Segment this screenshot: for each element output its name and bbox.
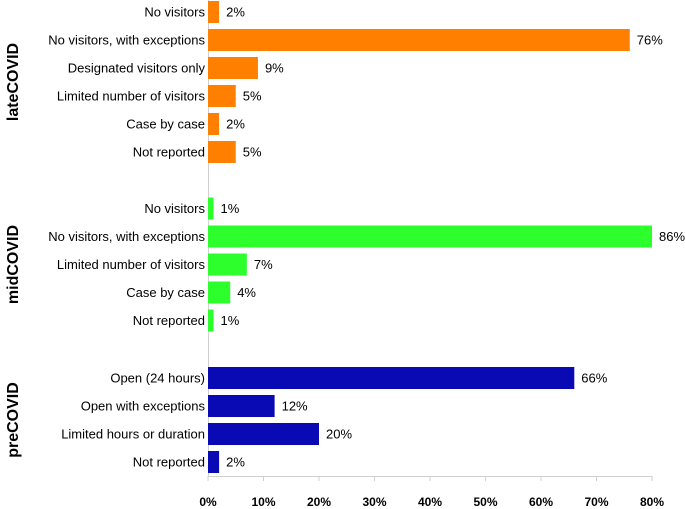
bar [208, 141, 236, 163]
x-tick-label: 70% [584, 495, 608, 509]
bar [208, 57, 258, 79]
value-label: 1% [221, 313, 240, 328]
category-label: Not reported [133, 144, 205, 159]
value-label: 2% [226, 4, 245, 19]
category-label: Case by case [126, 116, 205, 131]
value-label: 20% [326, 426, 352, 441]
category-label: Open (24 hours) [110, 370, 205, 385]
bar [208, 281, 231, 304]
category-label: Designated visitors only [68, 60, 206, 75]
value-label: 9% [265, 60, 284, 75]
category-label: Limited number of visitors [57, 88, 206, 103]
x-tick-label: 50% [473, 495, 497, 509]
x-tick-label: 0% [199, 495, 217, 509]
bar [208, 451, 220, 473]
bar [208, 367, 575, 389]
bar [208, 197, 214, 220]
value-label: 2% [226, 454, 245, 469]
category-label: Limited hours or duration [61, 426, 205, 441]
value-label: 5% [243, 88, 262, 103]
group-title: lateCOVID [5, 43, 22, 121]
bar [208, 225, 652, 248]
x-tick-label: 80% [640, 495, 664, 509]
value-label: 86% [659, 229, 685, 244]
bar [208, 1, 220, 23]
bar [208, 423, 319, 445]
category-label: No visitors [144, 4, 205, 19]
category-label: Open with exceptions [81, 398, 206, 413]
group-title: preCOVID [5, 382, 22, 458]
category-label: No visitors, with exceptions [48, 32, 205, 47]
category-label: No visitors, with exceptions [48, 229, 205, 244]
value-label: 5% [243, 144, 262, 159]
category-label: Not reported [133, 313, 205, 328]
value-label: 66% [581, 370, 607, 385]
bar [208, 29, 630, 51]
category-label: No visitors [144, 201, 205, 216]
group-title: midCOVID [5, 225, 22, 304]
category-label: Case by case [126, 285, 205, 300]
category-label: Not reported [133, 454, 205, 469]
value-label: 12% [282, 398, 308, 413]
x-tick-label: 40% [418, 495, 442, 509]
bar [208, 309, 214, 332]
x-tick-label: 20% [307, 495, 331, 509]
bar [208, 113, 220, 135]
value-label: 1% [221, 201, 240, 216]
value-label: 76% [637, 32, 663, 47]
x-tick-label: 60% [529, 495, 553, 509]
bar [208, 85, 236, 107]
value-label: 4% [237, 285, 256, 300]
category-label: Limited number of visitors [57, 257, 206, 272]
x-tick-label: 30% [362, 495, 386, 509]
bar [208, 253, 247, 276]
value-label: 7% [254, 257, 273, 272]
bar [208, 395, 275, 417]
value-label: 2% [226, 116, 245, 131]
x-tick-label: 10% [251, 495, 275, 509]
